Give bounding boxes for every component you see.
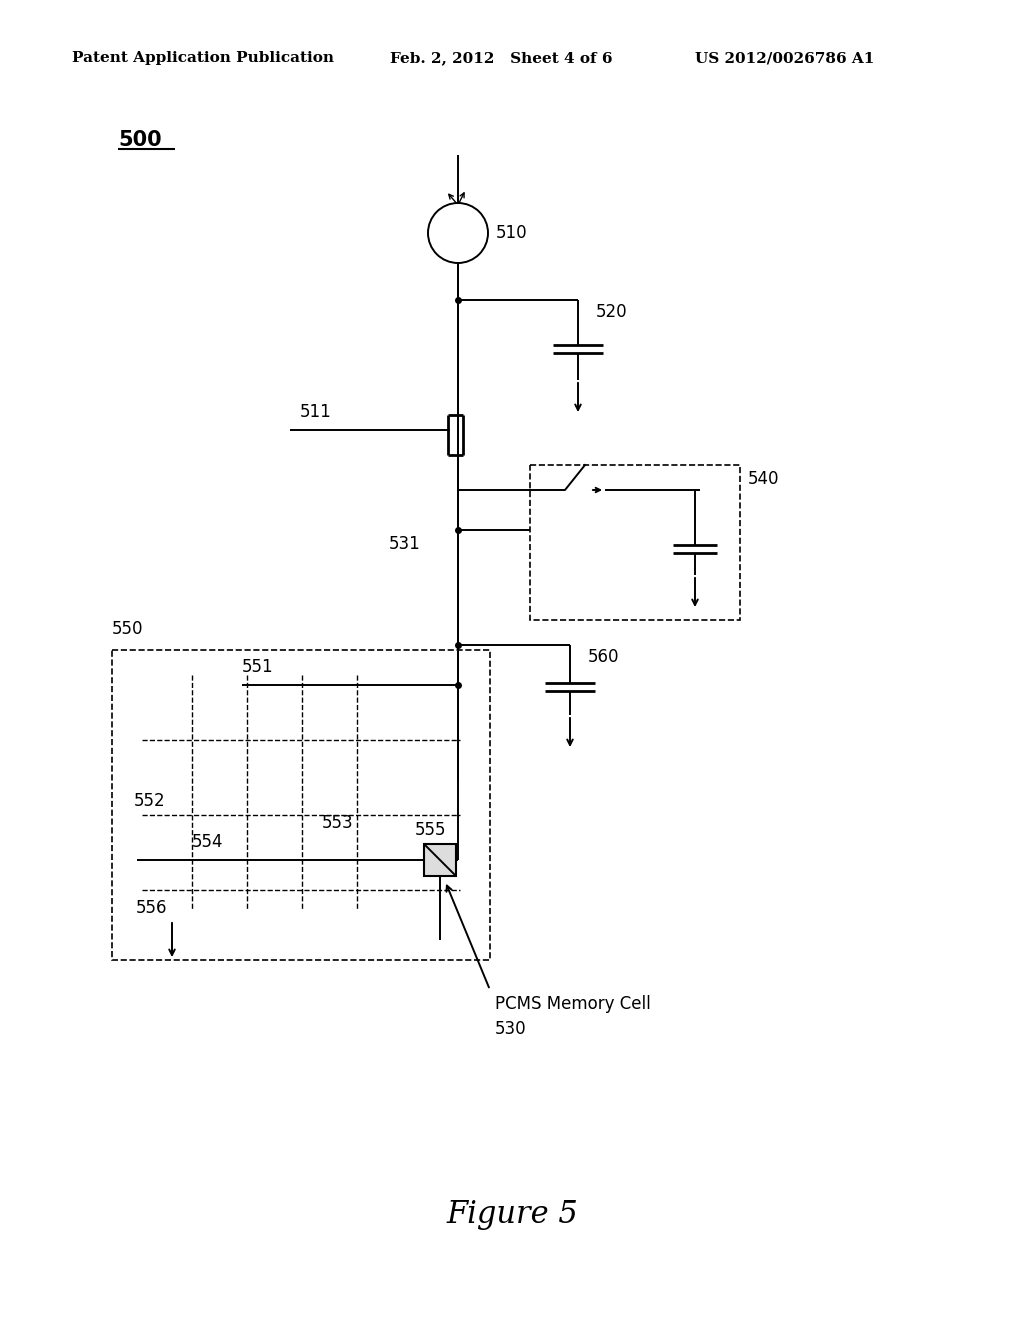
Text: 556: 556 <box>135 899 167 917</box>
Text: 553: 553 <box>322 814 353 832</box>
Text: 500: 500 <box>118 129 162 150</box>
Text: Feb. 2, 2012   Sheet 4 of 6: Feb. 2, 2012 Sheet 4 of 6 <box>390 51 612 65</box>
Bar <box>530 465 740 620</box>
Text: 530: 530 <box>495 1020 526 1038</box>
Text: Patent Application Publication: Patent Application Publication <box>72 51 334 65</box>
Text: 511: 511 <box>300 403 332 421</box>
Text: Figure 5: Figure 5 <box>446 1200 578 1230</box>
Text: 531: 531 <box>388 535 420 553</box>
Text: 510: 510 <box>496 224 527 242</box>
Text: 520: 520 <box>596 304 628 321</box>
Bar <box>424 843 456 876</box>
Text: PCMS Memory Cell: PCMS Memory Cell <box>495 995 650 1012</box>
Text: US 2012/0026786 A1: US 2012/0026786 A1 <box>695 51 874 65</box>
Text: 550: 550 <box>112 620 143 638</box>
Text: 554: 554 <box>193 833 223 851</box>
Bar <box>112 649 490 960</box>
Text: 555: 555 <box>415 821 446 840</box>
Text: 551: 551 <box>242 657 273 676</box>
Text: 552: 552 <box>134 792 166 810</box>
Text: 560: 560 <box>588 648 620 667</box>
Text: 540: 540 <box>748 470 779 488</box>
